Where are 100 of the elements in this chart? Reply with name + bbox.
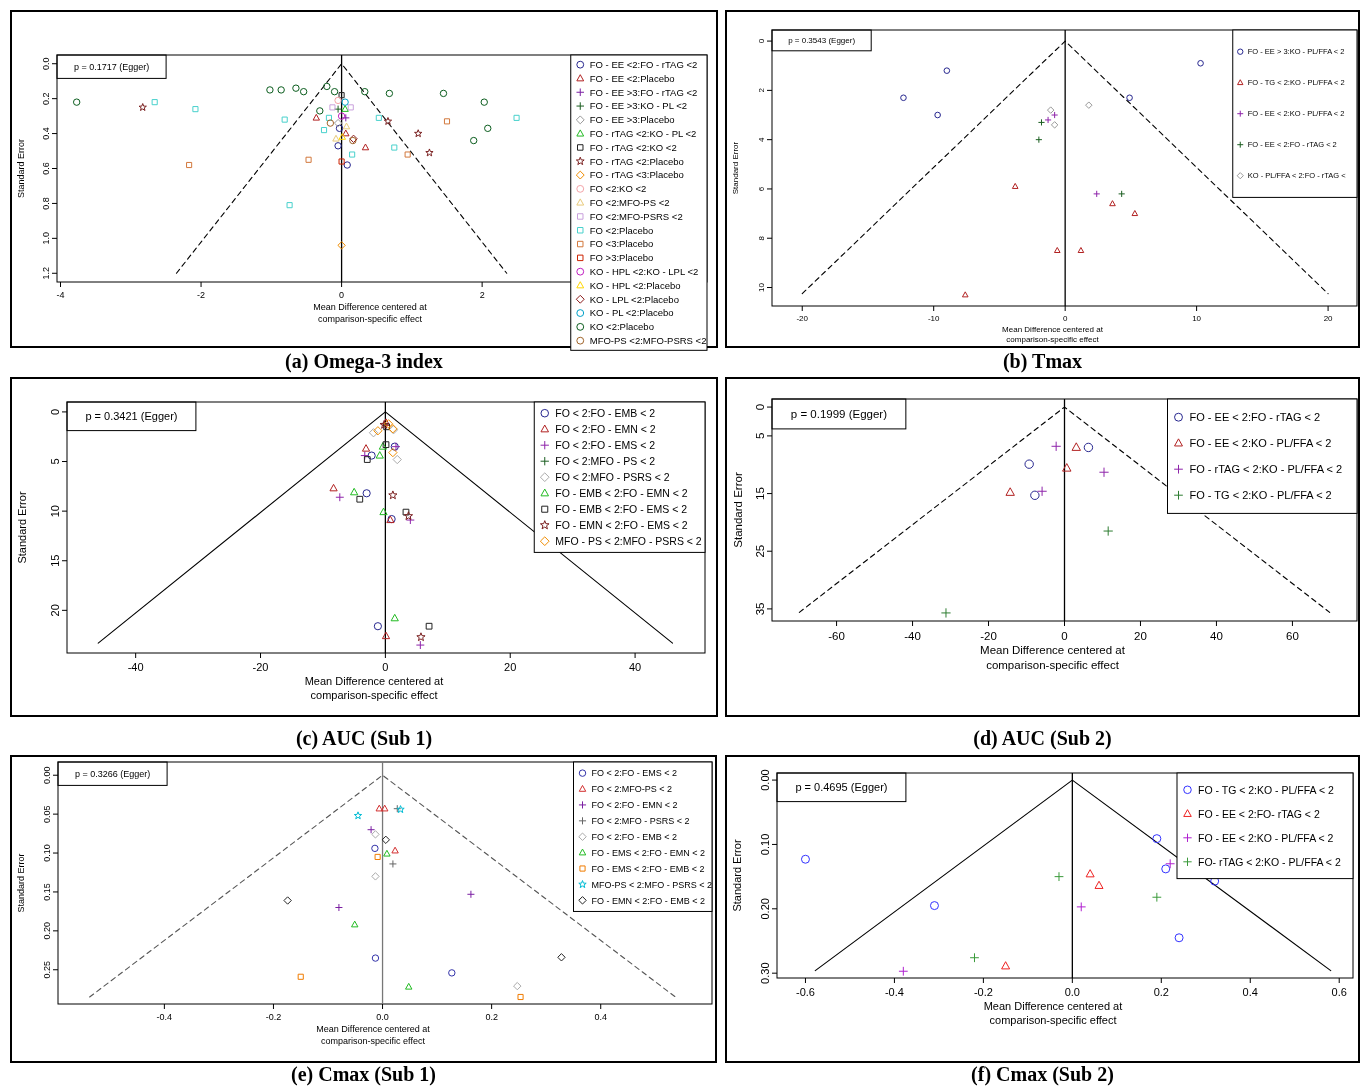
x-tick-label: 2 bbox=[479, 290, 485, 300]
x-axis-title: Mean Difference centered at comparison-specific effect bbox=[1002, 325, 1104, 345]
legend-label: FO < 2:FO - EMN < 2 bbox=[591, 800, 678, 811]
legend-label: FO < 2:MFO - PS < 2 bbox=[555, 454, 656, 467]
annotation: p = 0.1999 (Egger) bbox=[790, 407, 888, 420]
text: (d) AUC (Sub 2) bbox=[973, 727, 1112, 750]
y-axis-title: Standard Error bbox=[731, 839, 743, 912]
legend-label: FO < 2:MFO - PSRS < 2 bbox=[591, 816, 690, 827]
x-tick-label: 60 bbox=[1286, 629, 1299, 642]
x-tick-label: -0.4 bbox=[156, 1012, 173, 1022]
legend-label: FO >3:Placebo bbox=[589, 252, 654, 264]
y-tick-label: 1.0 bbox=[41, 232, 51, 245]
x-tick-label: -0.4 bbox=[884, 986, 904, 998]
legend-label: FO - EE >3:KO - PL <2 bbox=[589, 100, 688, 112]
x-tick-label: -0.6 bbox=[795, 986, 815, 998]
y-tick-label: 0 bbox=[49, 408, 61, 415]
legend-label: FO <3:Placebo bbox=[589, 238, 654, 250]
y-tick-label: 10 bbox=[49, 505, 61, 518]
annotation: p = 0.3421 (Egger) bbox=[85, 410, 178, 423]
y-tick-label: 0.2 bbox=[41, 92, 51, 105]
legend-label: KO - HPL <2:Placebo bbox=[589, 279, 681, 291]
x-tick-label: 10 bbox=[1192, 314, 1202, 323]
y-axis-title: Standard Error bbox=[16, 138, 26, 199]
legend-label: FO - EMB < 2:FO - EMN < 2 bbox=[555, 486, 688, 499]
legend-label: FO - EMS < 2:FO - EMN < 2 bbox=[591, 847, 706, 858]
legend-label: FO - EE < 2:KO - PL/FFA < 2 bbox=[1189, 437, 1332, 450]
legend-label: FO - rTAG <2:KO - PL <2 bbox=[589, 128, 697, 140]
x-axis-title: Mean Difference centered at comparison-specific effect bbox=[304, 675, 444, 702]
x-tick-label: 40 bbox=[1210, 629, 1223, 642]
text: (e) Cmax (Sub 1) bbox=[291, 1063, 436, 1086]
x-tick-label: 20 bbox=[1323, 314, 1334, 323]
y-tick-label: 0.10 bbox=[759, 833, 771, 856]
legend-label: FO < 2:FO - EMS < 2 bbox=[555, 438, 656, 451]
legend-label: FO - TG < 2:KO - PL/FFA < 2 bbox=[1198, 783, 1334, 796]
y-tick-label: 0 bbox=[757, 38, 766, 44]
text: (c) AUC (Sub 1) bbox=[295, 727, 433, 750]
y-tick-label: 5 bbox=[49, 458, 61, 465]
y-tick-label: 0.00 bbox=[42, 766, 52, 784]
y-tick-label: 15 bbox=[49, 554, 61, 567]
y-tick-label: 6 bbox=[757, 186, 766, 192]
legend-label: FO - EE < 2:KO - PL/FFA < 2 bbox=[1198, 831, 1334, 844]
x-tick-label: -2 bbox=[197, 290, 206, 300]
legend-label: FO - rTAG <2:KO <2 bbox=[589, 141, 677, 153]
x-tick-label: 0.0 bbox=[376, 1012, 389, 1022]
legend-label: FO - EE < 2:FO - rTAG < 2 bbox=[1189, 411, 1321, 424]
legend-label: MFO - PS < 2:MFO - PSRS < 2 bbox=[555, 534, 702, 547]
legend-label: FO <2:KO <2 bbox=[589, 183, 647, 195]
x-tick-label: 0.2 bbox=[1153, 986, 1169, 998]
y-tick-label: 0.15 bbox=[42, 883, 52, 901]
y-tick-label: 8 bbox=[757, 235, 766, 241]
legend-label: FO < 2:FO - EMB < 2 bbox=[555, 406, 656, 419]
y-tick-label: 35 bbox=[754, 602, 766, 616]
x-tick-label: 0.6 bbox=[1331, 986, 1347, 998]
legend-label: FO- rTAG < 2:KO - PL/FFA < 2 bbox=[1198, 855, 1341, 868]
legend-label: FO - EMN < 2:FO - EMS < 2 bbox=[555, 518, 688, 531]
legend-label: FO - EE >3:Placebo bbox=[589, 114, 675, 126]
legend-label: KO - HPL <2:KO - LPL <2 bbox=[589, 266, 699, 278]
legend-label: FO < 2:MFO-PS < 2 bbox=[591, 784, 673, 795]
y-tick-label: 0.8 bbox=[41, 197, 51, 210]
x-tick-label: 0 bbox=[1061, 629, 1068, 642]
y-tick-label: 0.20 bbox=[759, 898, 771, 920]
x-axis-title: Mean Difference centered at comparison-specific effect bbox=[313, 302, 428, 324]
y-tick-label: 2 bbox=[757, 87, 766, 93]
y-tick-label: 25 bbox=[754, 544, 766, 558]
y-axis-title: Standard Error bbox=[16, 491, 28, 564]
y-tick-label: 15 bbox=[754, 487, 766, 500]
legend-label: FO - EMN < 2:FO - EMB < 2 bbox=[591, 895, 706, 906]
x-tick-label: 0.4 bbox=[1242, 986, 1258, 998]
legend-label: FO - EMB < 2:FO - EMS < 2 bbox=[555, 502, 688, 515]
x-tick-label: -40 bbox=[904, 629, 921, 642]
legend-label: FO - TG < 2:KO - PL/FFA < 2 bbox=[1189, 489, 1332, 502]
legend-label: FO < 2:MFO - PSRS < 2 bbox=[555, 470, 670, 483]
legend-label: FO - EE <2:Placebo bbox=[589, 72, 675, 84]
legend-label: KO - LPL <2:Placebo bbox=[589, 293, 679, 305]
legend-label: FO - EE >3:FO - rTAG <2 bbox=[589, 86, 698, 98]
x-tick-label: 0 bbox=[1062, 314, 1068, 323]
x-tick-label: 0 bbox=[382, 661, 389, 673]
legend-label: FO - EE < 2:FO- rTAG < 2 bbox=[1198, 807, 1320, 820]
y-axis-title: Standard Error bbox=[16, 853, 26, 913]
x-tick-label: -40 bbox=[127, 661, 144, 673]
legend-label: FO < 2:FO - EMS < 2 bbox=[591, 768, 678, 779]
y-tick-label: 4 bbox=[757, 136, 766, 142]
y-tick-label: 0 bbox=[754, 403, 766, 411]
y-tick-label: 20 bbox=[49, 604, 61, 617]
legend-label: FO <2:MFO-PS <2 bbox=[589, 197, 670, 209]
x-tick-label: -60 bbox=[828, 629, 845, 642]
x-tick-label: -20 bbox=[796, 314, 809, 323]
text: (b) Tmax bbox=[1002, 350, 1083, 373]
y-tick-label: 0.4 bbox=[41, 127, 51, 140]
y-axis-title: Standard Error bbox=[731, 141, 740, 195]
x-tick-label: -0.2 bbox=[973, 986, 993, 998]
x-axis-title: Mean Difference centered at comparison-specific effect bbox=[316, 1024, 431, 1046]
x-axis-title: Mean Difference centered at comparison-specific effect bbox=[980, 644, 1126, 671]
y-tick-label: 0.00 bbox=[759, 769, 771, 791]
legend-label: FO <2:MFO-PSRS <2 bbox=[589, 210, 683, 222]
legend-label: FO - rTAG <3:Placebo bbox=[589, 169, 684, 181]
legend-label: FO < 2:FO - EMN < 2 bbox=[555, 422, 656, 435]
x-tick-label: 0.4 bbox=[594, 1012, 607, 1022]
text: (a) Omega-3 index bbox=[285, 350, 443, 373]
legend-label: FO <2:Placebo bbox=[589, 224, 654, 236]
